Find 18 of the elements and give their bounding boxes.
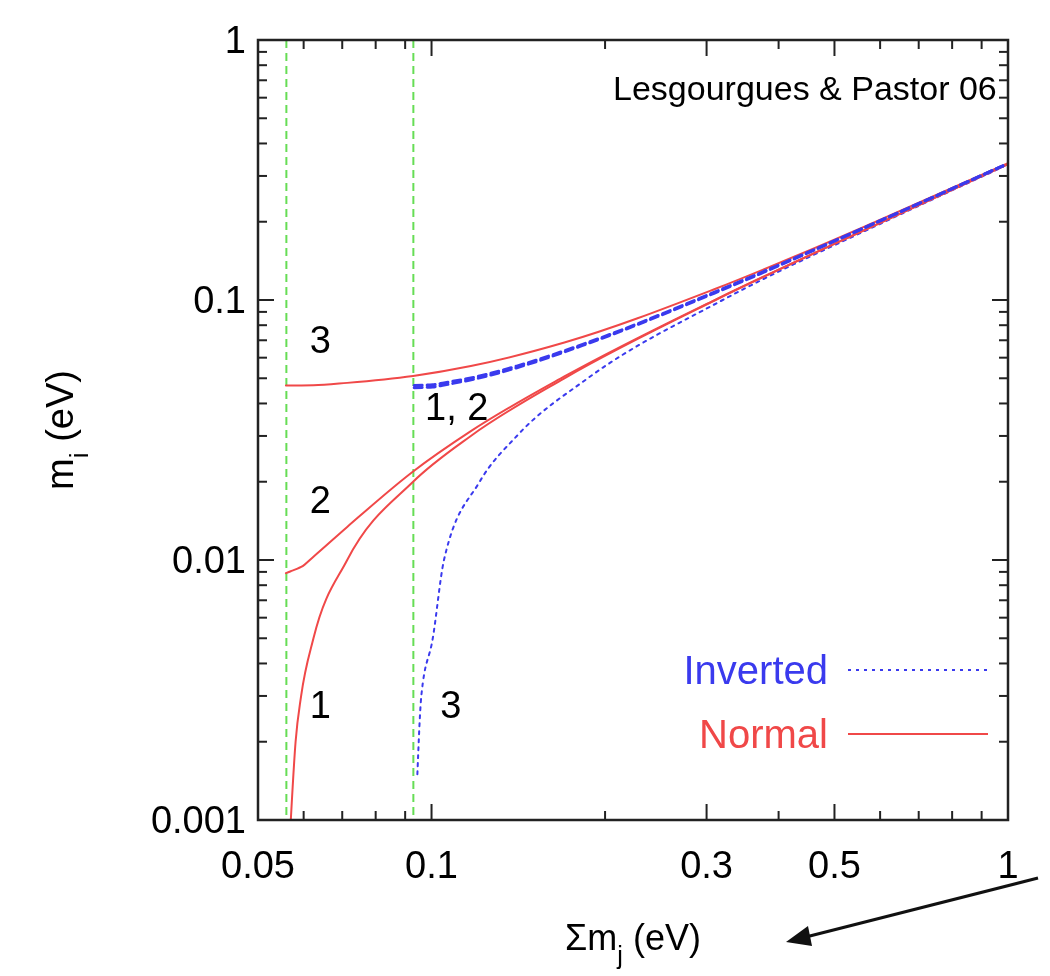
- annotation: Lesgourgues & Pastor 06: [613, 68, 997, 107]
- annotation: 1, 2: [425, 385, 489, 428]
- x-tick-label: 1: [997, 844, 1019, 886]
- legend-label: Inverted: [683, 648, 828, 692]
- x-tick-label: 0.5: [808, 844, 861, 886]
- x-tick-label: 0.1: [405, 844, 458, 886]
- legend-label: Normal: [699, 712, 828, 756]
- y-tick-label: 1: [224, 19, 246, 61]
- annotation: 3: [309, 319, 331, 362]
- y-tick-label: 0.001: [150, 799, 246, 841]
- annotation: 1: [309, 684, 331, 727]
- x-axis-title: Σm$_{j}$ (eV): [565, 917, 701, 969]
- annotation: 3: [440, 684, 462, 727]
- y-tick-label: 0.01: [172, 539, 246, 581]
- y-tick-label: 0.1: [193, 279, 246, 321]
- annotation: 2: [309, 479, 331, 522]
- x-tick-label: 0.3: [680, 844, 733, 886]
- x-tick-label: 0.05: [221, 844, 295, 886]
